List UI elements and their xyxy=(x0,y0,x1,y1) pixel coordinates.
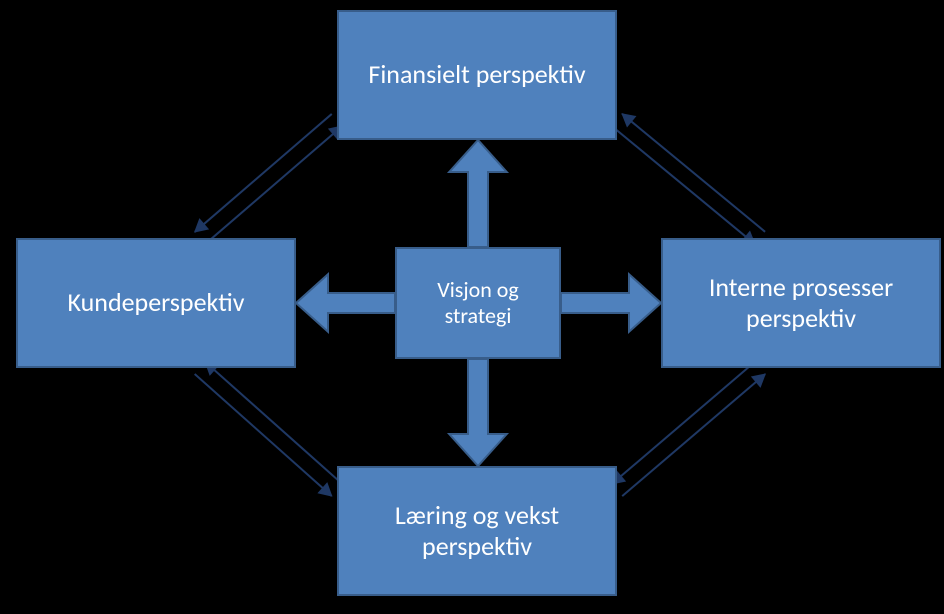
node-center: Visjon og strategi xyxy=(395,247,561,359)
node-top-label: Finansielt perspektiv xyxy=(360,55,593,94)
node-left-label: Kundeperspektiv xyxy=(60,283,253,322)
node-bottom-label: Læring og vekst perspektiv xyxy=(339,496,615,566)
node-bottom: Læring og vekst perspektiv xyxy=(337,466,617,596)
node-top: Finansielt perspektiv xyxy=(337,10,617,140)
diagram-canvas: Visjon og strategi Finansielt perspektiv… xyxy=(0,0,944,614)
node-center-label: Visjon og strategi xyxy=(397,273,559,334)
node-right: Interne prosesser perspektiv xyxy=(661,238,941,368)
node-left: Kundeperspektiv xyxy=(16,238,296,368)
node-right-label: Interne prosesser perspektiv xyxy=(663,268,939,338)
